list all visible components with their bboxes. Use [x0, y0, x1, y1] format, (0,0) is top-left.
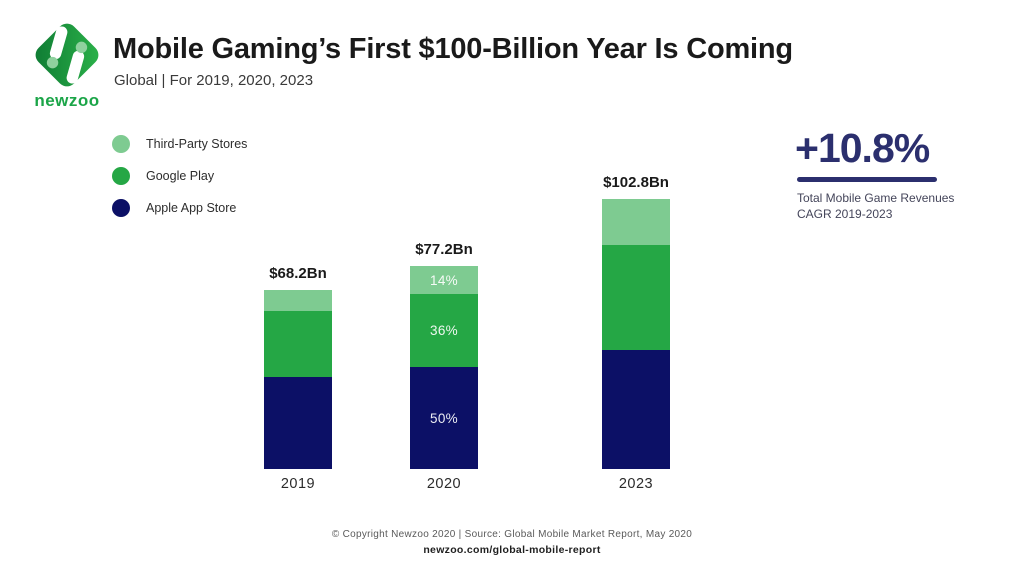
footer-link[interactable]: newzoo.com/global-mobile-report: [423, 544, 601, 556]
bar-segment-third-party-stores-2023: [602, 199, 670, 245]
legend-swatch-google-play: [112, 167, 130, 185]
bar-segment-third-party-stores-2019: [264, 290, 332, 312]
bar-stack-2020: 14% 36% 50%: [410, 266, 478, 469]
bar-segment-label: 36%: [430, 323, 458, 339]
bar-stack-2023: [602, 199, 670, 469]
bar-stack-2019: [264, 290, 332, 469]
bar-segment-label: 14%: [430, 272, 458, 288]
legend-label: Apple App Store: [146, 201, 237, 215]
footer-copyright: © Copyright Newzoo 2020 | Source: Global…: [331, 529, 693, 540]
bar-year-label-2023: 2023: [618, 476, 654, 492]
legend-label: Google Play: [146, 169, 215, 183]
legend-item-apple-app-store: Apple App Store: [112, 197, 247, 219]
kpi-divider: [797, 177, 937, 183]
kpi-block: +10.8% Total Mobile Game Revenues CAGR 2…: [795, 125, 1010, 222]
newzoo-diamond-icon: [35, 23, 99, 87]
bar-segment-apple-app-store-2023: [602, 350, 670, 469]
bar-total-label-2023: $102.8Bn: [603, 174, 669, 191]
newzoo-logo-text: newzoo: [34, 91, 100, 110]
bar-segment-google-play-2023: [602, 244, 670, 351]
bar-total-label-2020: $77.2Bn: [415, 241, 473, 258]
legend-label: Third-Party Stores: [146, 137, 248, 151]
page-subtitle: Global | For 2019, 2020, 2023: [114, 72, 314, 89]
legend-swatch-third-party-stores: [112, 135, 130, 153]
legend: Third-Party Stores Google Play Apple App…: [112, 133, 247, 229]
bar-year-label-2020: 2020: [426, 476, 462, 492]
bar-segment-apple-app-store-2019: [264, 376, 332, 469]
legend-item-google-play: Google Play: [112, 165, 247, 187]
bar-segment-google-play-2020: 36%: [410, 294, 478, 368]
bar-segment-apple-app-store-2020: 50%: [410, 367, 478, 469]
footer: © Copyright Newzoo 2020 | Source: Global…: [0, 529, 1024, 556]
kpi-value: +10.8%: [795, 125, 930, 171]
kpi-caption-line2: CAGR 2019-2023: [797, 206, 893, 221]
legend-item-third-party-stores: Third-Party Stores: [112, 133, 247, 155]
kpi-caption-line1: Total Mobile Game Revenues: [797, 191, 955, 206]
bar-total-label-2019: $68.2Bn: [269, 265, 327, 282]
bar-year-label-2019: 2019: [280, 476, 316, 492]
bar-segment-label: 50%: [430, 410, 458, 426]
newzoo-logo: newzoo: [28, 20, 106, 109]
bar-segment-third-party-stores-2020: 14%: [410, 266, 478, 295]
bar-segment-google-play-2019: [264, 311, 332, 377]
legend-swatch-apple-app-store: [112, 199, 130, 217]
page-title: Mobile Gaming’s First $100-Billion Year …: [113, 33, 793, 65]
